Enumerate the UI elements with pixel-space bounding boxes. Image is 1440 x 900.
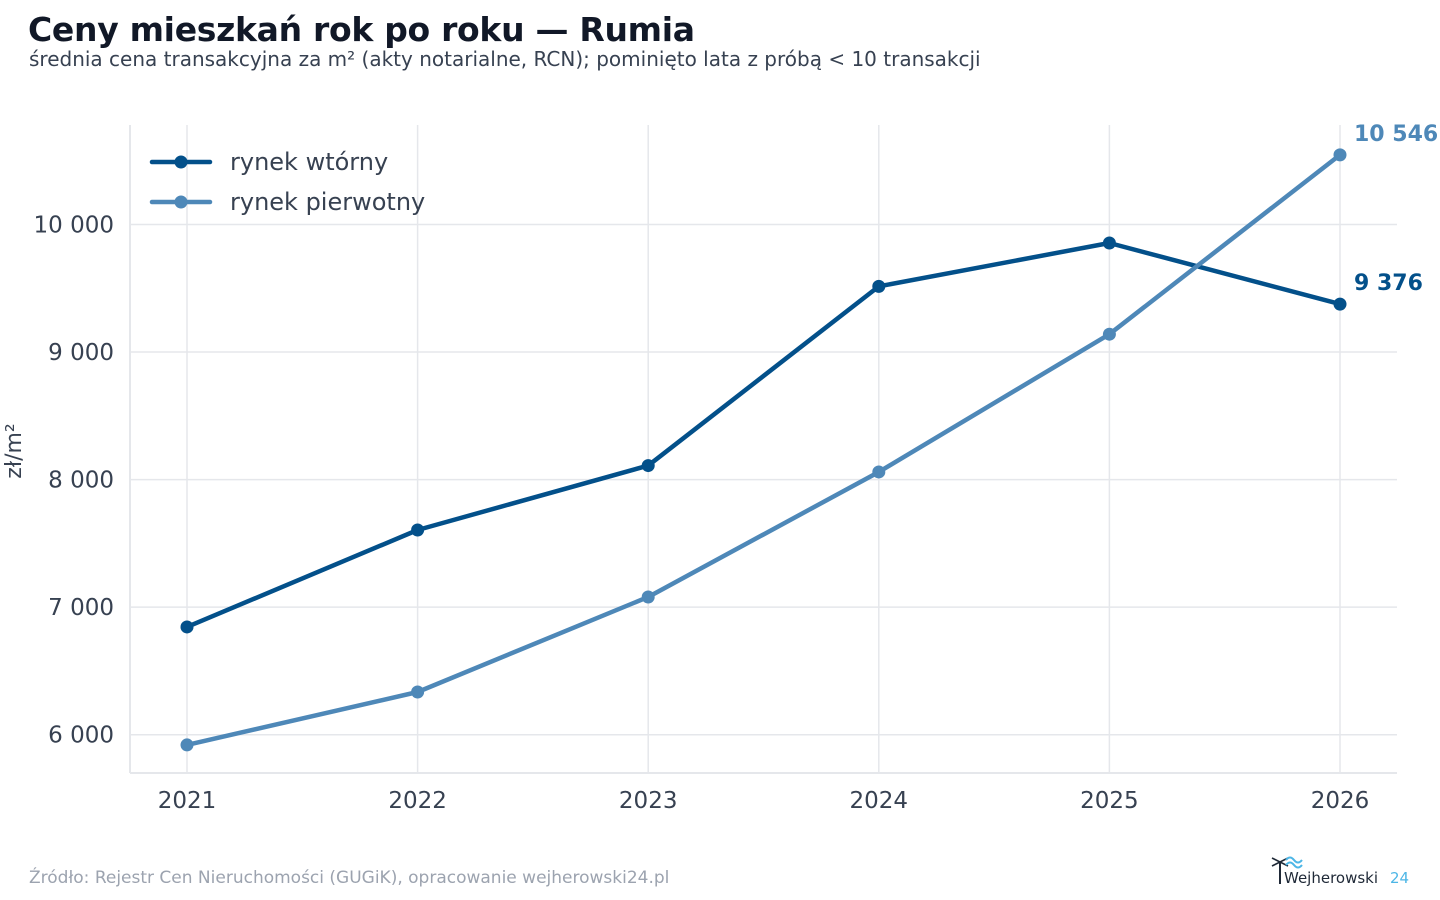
end-value-label: 10 546 <box>1354 122 1438 147</box>
legend-swatch-marker <box>174 195 188 209</box>
series-line-pierwotny <box>184 152 1343 748</box>
y-tick-label: 9 000 <box>48 340 114 366</box>
label-layer: 9 376 10 546 <box>1354 122 1438 296</box>
grid-layer <box>130 125 1397 773</box>
legend-swatch-marker <box>174 155 188 169</box>
data-point <box>180 620 194 634</box>
x-tick-label: 2026 <box>1311 788 1370 814</box>
data-point <box>641 590 655 604</box>
y-tick-label: 8 000 <box>48 468 114 494</box>
data-point <box>411 523 425 537</box>
legend: rynek wtórny rynek pierwotny <box>149 148 425 216</box>
data-point <box>1333 297 1347 311</box>
data-point <box>872 279 886 293</box>
y-tick-label: 6 000 <box>48 723 114 749</box>
data-point <box>1102 327 1116 341</box>
chart-subtitle: średnia cena transakcyjna za m² (akty no… <box>29 47 981 71</box>
axis-layer: 2021 2022 2023 2024 2025 2026 6 000 7 000 8 000 9… <box>2 125 1397 814</box>
chart-title: Ceny mieszkań rok po roku — Rumia <box>28 10 695 49</box>
data-point <box>411 685 425 699</box>
x-tick-label: 2023 <box>619 788 678 814</box>
y-axis-label: zł/m² <box>2 423 27 478</box>
x-tick-label: 2021 <box>158 788 217 814</box>
legend-entry-label: rynek pierwotny <box>230 188 425 216</box>
x-tick-label: 2025 <box>1080 788 1139 814</box>
series-layer <box>180 148 1347 752</box>
series-line-wtorny <box>184 240 1343 630</box>
y-tick-label: 10 000 <box>34 212 114 238</box>
brand-logo[interactable]: Wejherowski 24 <box>1268 852 1416 888</box>
wave-icon <box>1285 856 1303 869</box>
x-tick-label: 2022 <box>388 788 447 814</box>
y-tick-label: 7 000 <box>48 595 114 621</box>
data-point <box>1333 148 1347 162</box>
end-value-label: 9 376 <box>1354 271 1423 296</box>
data-point <box>1102 236 1116 250</box>
data-point <box>641 459 655 473</box>
brand-number: 24 <box>1390 869 1409 887</box>
x-tick-label: 2024 <box>850 788 909 814</box>
data-point <box>872 465 886 479</box>
brand-name: Wejherowski <box>1284 869 1378 887</box>
legend-entry-label: rynek wtórny <box>230 148 388 176</box>
source-note: Źródło: Rejestr Cen Nieruchomości (GUGiK… <box>29 868 670 888</box>
data-point <box>180 738 194 752</box>
